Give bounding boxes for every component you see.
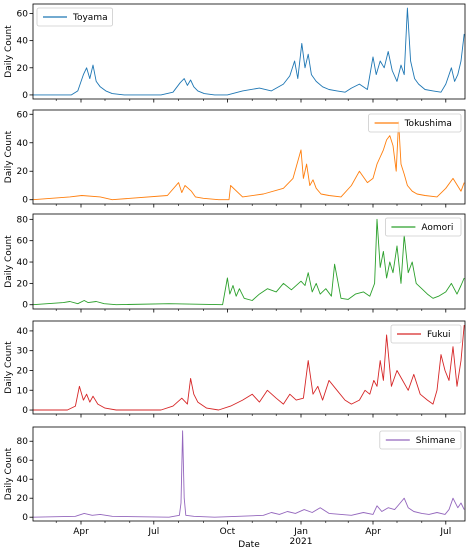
- y-tick-label: 0: [22, 513, 28, 523]
- legend-box: [390, 324, 462, 344]
- y-tick-label: 60: [17, 110, 29, 120]
- legend: Tokushima: [368, 113, 462, 133]
- y-tick-label: 60: [17, 456, 29, 466]
- legend-label: Shimane: [416, 436, 456, 446]
- y-tick-label: 80: [17, 215, 29, 225]
- x-year-label: 2021: [290, 537, 313, 547]
- axes-frame: [32, 320, 466, 415]
- x-tick-label: Jul: [147, 527, 159, 537]
- y-tick-label: 0: [22, 91, 28, 101]
- series-line-aomori: [32, 218, 465, 306]
- y-tick-label: 0: [22, 196, 28, 206]
- legend-box: [384, 217, 462, 237]
- y-axis-title: Daily Count: [4, 235, 14, 288]
- x-tick-label: Oct: [220, 527, 236, 537]
- legend: Toyama: [36, 7, 113, 27]
- y-tick-label: 20: [17, 279, 29, 289]
- legend-box: [36, 7, 113, 27]
- y-tick-label: 40: [17, 475, 29, 485]
- legend: Shimane: [379, 430, 462, 450]
- y-tick-label: 30: [17, 347, 29, 357]
- y-tick-label: 20: [17, 494, 29, 504]
- y-tick-label: 40: [17, 258, 29, 268]
- legend-label: Toyama: [72, 13, 108, 23]
- series-line-tokushima: [32, 120, 465, 201]
- legend-label: Fukui: [427, 330, 451, 340]
- y-tick-label: 0: [22, 406, 28, 416]
- axes-frame: [32, 3, 466, 100]
- y-axis-title: Daily Count: [4, 341, 14, 394]
- legend-box: [379, 430, 462, 450]
- legend-box: [368, 113, 462, 133]
- y-axis-title: Daily Count: [4, 130, 14, 183]
- x-tick-label: Apr: [365, 527, 381, 537]
- x-axis-title: Date: [238, 540, 260, 550]
- x-tick-label: Apr: [73, 527, 89, 537]
- y-tick-label: 60: [17, 10, 29, 20]
- y-tick-label: 40: [17, 139, 29, 149]
- legend-label: Tokushima: [404, 119, 452, 129]
- legend: Fukui: [390, 324, 462, 344]
- y-axis-title: Daily Count: [4, 25, 14, 78]
- x-tick-label: Jan: [293, 527, 308, 537]
- axes-frame: [32, 213, 466, 310]
- legend: Aomori: [384, 217, 462, 237]
- y-tick-label: 40: [17, 327, 29, 337]
- x-tick-label: Jul: [439, 527, 451, 537]
- y-tick-label: 20: [17, 366, 29, 376]
- y-tick-label: 80: [17, 437, 29, 447]
- y-tick-label: 60: [17, 237, 29, 247]
- series-line-toyama: [33, 7, 465, 96]
- y-tick-label: 40: [17, 37, 29, 47]
- y-tick-label: 20: [17, 64, 29, 74]
- series-line-fukui: [33, 324, 465, 411]
- series-line-shimane: [32, 430, 465, 518]
- y-axis-title: Daily Count: [4, 447, 14, 500]
- y-tick-label: 20: [17, 167, 29, 177]
- axes-frame: [32, 426, 466, 522]
- legend-label: Aomori: [421, 223, 453, 233]
- axes-frame: [32, 109, 466, 205]
- y-tick-label: 0: [22, 301, 28, 311]
- y-tick-label: 10: [17, 386, 29, 396]
